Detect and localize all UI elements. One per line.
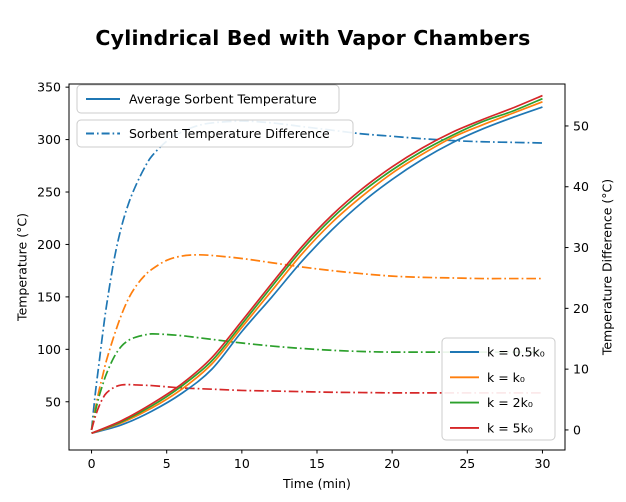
legend-k-values-box bbox=[441, 337, 556, 441]
y-left-tick-label: 100 bbox=[37, 342, 61, 357]
x-tick-label: 20 bbox=[384, 456, 400, 471]
x-tick-label: 25 bbox=[459, 456, 475, 471]
y-right-tick-label: 30 bbox=[573, 240, 589, 255]
temperature-curve-k5k bbox=[91, 94, 543, 435]
temperature-curve-kk bbox=[91, 101, 543, 435]
y-axis-label-right: Temperature Difference (°C) bbox=[599, 178, 615, 356]
y-left-tick-label: 150 bbox=[37, 289, 61, 304]
y-right-tick-label: 50 bbox=[573, 118, 589, 133]
temperature-curve-k0.5k bbox=[91, 106, 543, 435]
legend-avg-temp-box bbox=[76, 84, 340, 114]
x-tick-label: 30 bbox=[535, 456, 551, 471]
y-left-tick-label: 300 bbox=[37, 132, 61, 147]
y-left-tick-label: 200 bbox=[37, 237, 61, 252]
y-right-tick-label: 0 bbox=[573, 422, 581, 437]
difference-curve-kk bbox=[90, 253, 543, 431]
y-axis-label-left: Temperature (°C) bbox=[14, 213, 30, 321]
legend-temp-diff-box bbox=[76, 119, 354, 148]
y-right-tick-label: 20 bbox=[573, 301, 589, 316]
y-left-tick-label: 50 bbox=[45, 394, 61, 409]
legend-temp-diff-label: Sorbent Temperature Difference bbox=[129, 126, 330, 141]
y-right-tick-label: 40 bbox=[573, 179, 589, 194]
x-axis-label: Time (min) bbox=[283, 476, 351, 491]
legend-k-label: k = 0.5k₀ bbox=[487, 345, 545, 360]
legend-k-label: k = 2k₀ bbox=[487, 395, 533, 410]
temperature-curve-k2k bbox=[91, 97, 543, 435]
difference-curve-k2k bbox=[90, 333, 543, 431]
x-tick-label: 10 bbox=[234, 456, 250, 471]
chart-title: Cylindrical Bed with Vapor Chambers bbox=[95, 26, 531, 50]
legend-k-label: k = 5k₀ bbox=[487, 420, 533, 435]
y-left-tick-label: 350 bbox=[37, 80, 61, 95]
legend-k-label: k = k₀ bbox=[487, 370, 525, 385]
y-left-tick-label: 250 bbox=[37, 185, 61, 200]
x-tick-label: 15 bbox=[309, 456, 325, 471]
y-right-tick-label: 10 bbox=[573, 362, 589, 377]
x-tick-label: 5 bbox=[163, 456, 171, 471]
legend-avg-temp-label: Average Sorbent Temperature bbox=[129, 92, 317, 107]
x-tick-label: 0 bbox=[88, 456, 96, 471]
